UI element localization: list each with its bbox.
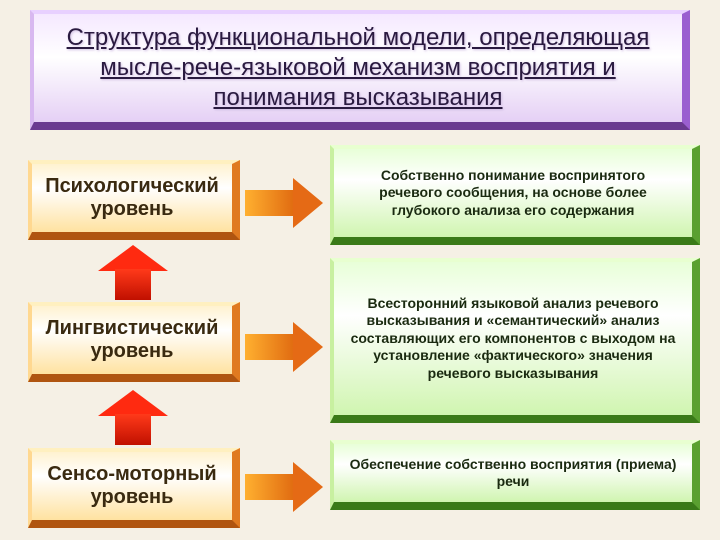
desc-text: Обеспечение собственно восприятия (прием… — [348, 456, 678, 491]
arrow-right-icon — [245, 322, 325, 372]
level-psychological: Психологический уровень — [28, 160, 240, 240]
arrow-up-icon — [98, 245, 168, 300]
level-sensorimotor: Сенсо-моторный уровень — [28, 448, 240, 528]
arrow-right-icon — [245, 462, 325, 512]
title-panel: Структура функциональной модели, определ… — [30, 10, 690, 130]
arrow-up-icon — [98, 390, 168, 445]
arrow-right-icon — [245, 178, 325, 228]
desc-text: Всесторонний языковой анализ речевого вы… — [348, 295, 678, 383]
level-label: Психологический уровень — [38, 175, 226, 221]
level-label: Сенсо-моторный уровень — [38, 463, 226, 509]
desc-psychological: Собственно понимание воспринятого речево… — [330, 145, 700, 245]
level-label: Лингвистический уровень — [38, 317, 226, 363]
desc-sensorimotor: Обеспечение собственно восприятия (прием… — [330, 440, 700, 510]
title-text: Структура функциональной модели, определ… — [54, 23, 662, 113]
desc-text: Собственно понимание воспринятого речево… — [348, 167, 678, 220]
level-linguistic: Лингвистический уровень — [28, 302, 240, 382]
desc-linguistic: Всесторонний языковой анализ речевого вы… — [330, 258, 700, 423]
